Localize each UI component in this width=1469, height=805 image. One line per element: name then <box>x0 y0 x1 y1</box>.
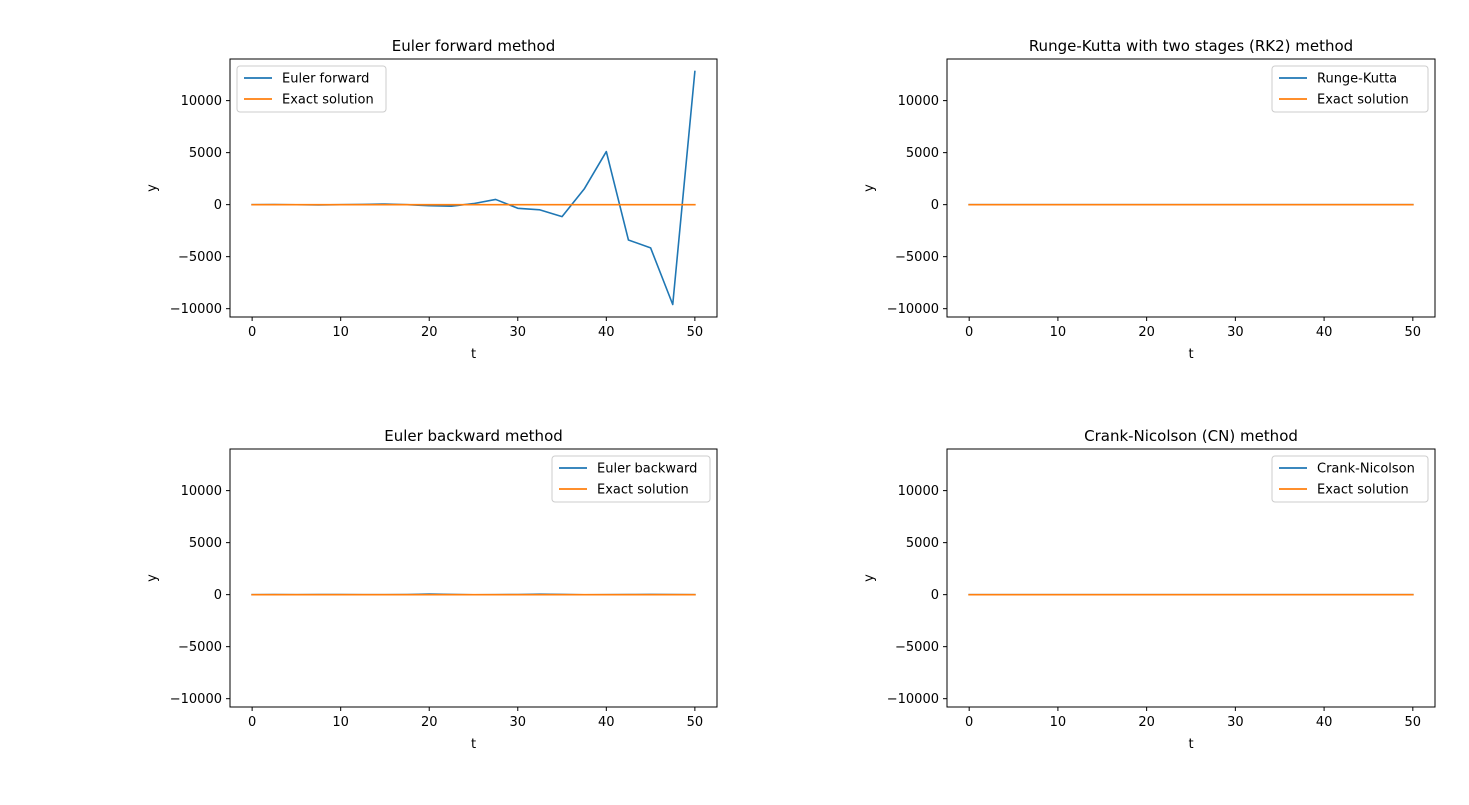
x-tick-label: 50 <box>1405 325 1422 340</box>
x-tick-label: 10 <box>1050 715 1067 730</box>
x-tick-label: 0 <box>965 325 973 340</box>
x-tick-label: 50 <box>687 715 704 730</box>
y-tick-label: 5000 <box>189 536 222 551</box>
axes-frame <box>229 58 718 318</box>
legend-frame <box>551 455 711 503</box>
y-tick-label: −5000 <box>895 250 939 265</box>
x-axis-label: t <box>471 347 476 362</box>
x-axis-label: t <box>1188 737 1193 752</box>
y-tick-label: 10000 <box>898 484 939 499</box>
axes-frame <box>946 58 1436 318</box>
x-tick-label: 30 <box>1227 325 1244 340</box>
legend-label: Exact solution <box>597 483 689 498</box>
axes-frame <box>946 448 1436 708</box>
chart-title: Euler forward method <box>392 37 556 55</box>
chart-title: Euler backward method <box>384 427 563 445</box>
x-tick-label: 40 <box>1316 325 1333 340</box>
x-tick-label: 30 <box>509 715 526 730</box>
y-tick-label: 10000 <box>898 94 939 109</box>
y-tick-label: −5000 <box>178 640 222 655</box>
y-tick-label: −5000 <box>178 250 222 265</box>
y-tick-label: 5000 <box>906 536 939 551</box>
subplot-2: 0 10 20 30 40 50 −10000 −5000 0 5000 10000 Runge-Ku… <box>862 37 1436 362</box>
y-axis-label: y <box>862 574 877 582</box>
legend-frame <box>1271 65 1429 113</box>
x-tick-label: 20 <box>421 325 438 340</box>
legend: Euler forward Exact solution <box>236 65 387 113</box>
x-tick-label: 30 <box>509 325 526 340</box>
subplot-4: 0 10 20 30 40 50 −10000 −5000 0 5000 10000 Crank-Ni… <box>862 427 1436 752</box>
x-tick-label: 40 <box>598 325 615 340</box>
x-tick-label: 50 <box>1405 715 1422 730</box>
chart-title: Crank-Nicolson (CN) method <box>1084 427 1298 445</box>
x-tick-label: 30 <box>1227 715 1244 730</box>
y-tick-label: 5000 <box>906 146 939 161</box>
subplot-1: 0 10 20 30 40 50 −10000 −5000 0 5000 10000 Euler fo… <box>145 37 718 362</box>
y-tick-label: 0 <box>931 588 939 603</box>
y-tick-label: 5000 <box>189 146 222 161</box>
x-tick-label: 0 <box>965 715 973 730</box>
x-tick-label: 20 <box>1138 325 1155 340</box>
y-tick-label: −5000 <box>895 640 939 655</box>
y-axis-label: y <box>862 184 877 192</box>
y-tick-label: −10000 <box>887 692 939 707</box>
legend-label: Crank-Nicolson <box>1317 462 1415 477</box>
x-tick-label: 50 <box>687 325 704 340</box>
subplot-3: 0 10 20 30 40 50 −10000 −5000 0 5000 10000 Euler ba… <box>145 427 718 752</box>
legend-frame <box>1271 455 1429 503</box>
legend-frame <box>236 65 387 113</box>
y-tick-label: 10000 <box>181 484 222 499</box>
y-tick-label: −10000 <box>170 302 222 317</box>
x-tick-label: 40 <box>598 715 615 730</box>
y-tick-label: 0 <box>214 198 222 213</box>
x-tick-label: 0 <box>248 715 256 730</box>
y-tick-label: −10000 <box>170 692 222 707</box>
x-tick-label: 10 <box>1050 325 1067 340</box>
y-tick-label: 0 <box>931 198 939 213</box>
legend-label: Exact solution <box>1317 93 1409 108</box>
legend: Euler backward Exact solution <box>551 455 711 503</box>
x-axis-label: t <box>1188 347 1193 362</box>
x-axis-label: t <box>471 737 476 752</box>
chart-title: Runge-Kutta with two stages (RK2) method <box>1029 37 1353 55</box>
y-tick-label: −10000 <box>887 302 939 317</box>
legend-label: Euler backward <box>597 462 697 477</box>
x-tick-label: 20 <box>421 715 438 730</box>
legend-label: Exact solution <box>282 93 374 108</box>
x-tick-label: 0 <box>248 325 256 340</box>
legend: Runge-Kutta Exact solution <box>1271 65 1429 113</box>
y-tick-label: 0 <box>214 588 222 603</box>
x-tick-label: 10 <box>332 715 349 730</box>
y-axis-label: y <box>145 184 160 192</box>
legend-label: Exact solution <box>1317 483 1409 498</box>
x-tick-label: 10 <box>332 325 349 340</box>
legend-label: Runge-Kutta <box>1317 72 1397 87</box>
x-tick-label: 40 <box>1316 715 1333 730</box>
axes-frame <box>229 448 718 708</box>
legend: Crank-Nicolson Exact solution <box>1271 455 1429 503</box>
y-axis-label: y <box>145 574 160 582</box>
x-tick-label: 20 <box>1138 715 1155 730</box>
y-tick-label: 10000 <box>181 94 222 109</box>
legend-label: Euler forward <box>282 72 369 87</box>
